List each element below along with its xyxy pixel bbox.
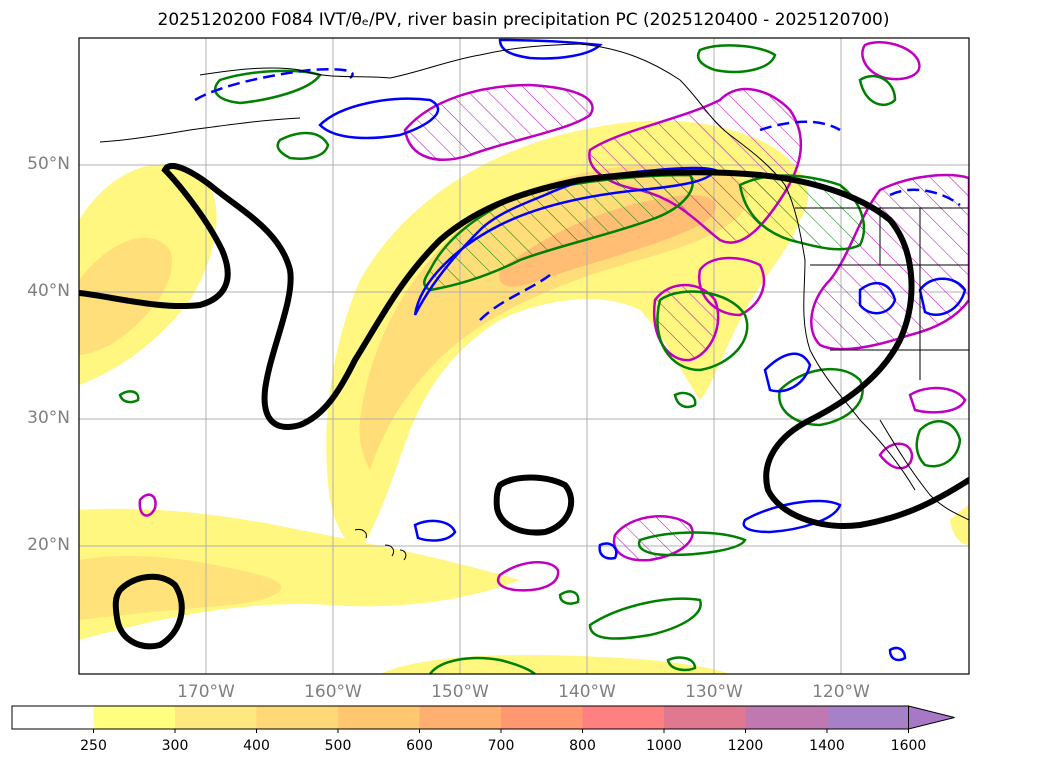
colorbar-tick-label: 700 — [487, 738, 515, 754]
pv-contour-loop-center — [493, 474, 575, 536]
magenta-region-center — [697, 256, 766, 317]
green-contour-north — [214, 69, 322, 105]
colorbar-tick-label: 250 — [80, 738, 107, 754]
blue-contour-ar — [413, 166, 717, 316]
colorbar-segment — [12, 706, 94, 729]
colorbar-segment — [256, 706, 339, 729]
lon-label-170w: 170°W — [177, 682, 235, 702]
blue-contour-dashed-ne — [759, 120, 841, 132]
map-frame — [78, 37, 970, 675]
blue-contour-coast — [763, 352, 812, 393]
lon-label-150w: 150°W — [431, 682, 489, 702]
colorbar-segment — [827, 706, 909, 729]
colorbar — [11, 705, 955, 733]
green-contour-far-e — [696, 44, 777, 74]
colorbar-frame — [11, 705, 909, 730]
green-contour-ne — [858, 74, 897, 106]
green-contour-small-a — [118, 390, 140, 404]
magenta-region-nw — [403, 83, 594, 161]
hawaii-islands — [354, 529, 407, 561]
colorbar-segment — [419, 706, 502, 729]
colorbar-tick-label: 600 — [406, 738, 433, 754]
blue-contour-north — [318, 97, 440, 140]
lon-label-130w: 130°W — [685, 682, 743, 702]
green-contour-pacific — [588, 597, 702, 640]
green-contour-east — [656, 290, 749, 372]
green-contour-se — [915, 420, 962, 468]
coastline — [99, 43, 969, 561]
green-contour-coast-south — [777, 367, 864, 427]
coastline-bc — [729, 134, 806, 261]
theta-e-contours — [118, 44, 962, 674]
magenta-region-tropics — [612, 515, 694, 562]
blue-contour-dashed-mid — [479, 273, 551, 321]
colorbar-segment — [93, 706, 176, 729]
lat-label-20: 20°N — [27, 535, 70, 555]
lat-label-50: 50°N — [27, 154, 70, 174]
coastline-us-west — [803, 259, 916, 491]
pv-contours — [79, 163, 969, 650]
colorbar-segment — [664, 706, 746, 729]
colorbar-segment — [582, 706, 665, 729]
blue-contour-hawaii — [413, 519, 457, 542]
coastline-aleutians — [99, 117, 301, 143]
colorbar-tick-label: 1600 — [890, 738, 927, 754]
blue-contour-southeast — [742, 499, 842, 534]
magenta-ring-se — [878, 442, 914, 470]
colorbar-tick-label: 1200 — [727, 738, 764, 754]
blue-contour-east — [858, 281, 897, 315]
blue-contour-dashed-nw — [194, 68, 354, 102]
colorbar-tick-label: 1400 — [809, 738, 845, 754]
lon-label-140w: 140°W — [558, 682, 616, 702]
blue-contours — [194, 38, 967, 662]
green-contour-nw — [276, 131, 330, 160]
lon-label-120w: 120°W — [812, 682, 870, 702]
green-contour-coast — [738, 174, 866, 251]
blue-contour-bottom-e — [888, 646, 907, 662]
colorbar-tick-label: 1000 — [646, 738, 682, 754]
map-layers — [79, 38, 969, 674]
colorbar-segment — [501, 706, 583, 729]
blue-contour-tropic-west — [598, 542, 618, 560]
colorbar-segment — [338, 706, 420, 729]
border-states — [810, 208, 969, 380]
colorbar-extend-arrow — [908, 705, 955, 730]
colorbar-tick-label: 300 — [161, 738, 189, 754]
ivt-plume-west-core — [79, 237, 172, 355]
magenta-ring-south — [496, 560, 560, 592]
pv-hatched-regions — [138, 41, 969, 592]
pv-contour-loop-sw — [112, 573, 185, 650]
green-contour-small-d — [666, 656, 697, 672]
green-contour-small-c — [558, 590, 580, 605]
ivt-east-coast — [950, 505, 969, 545]
ivt-river-core — [499, 195, 717, 287]
lon-label-160w: 160°W — [304, 682, 362, 702]
coastline-alaska — [199, 43, 731, 136]
blue-contour-far-ne — [918, 277, 967, 316]
magenta-ring-ne — [861, 41, 921, 81]
magenta-ring-small — [138, 493, 157, 517]
colorbar-tick-label: 500 — [324, 738, 352, 754]
colorbar-tick-label: 400 — [243, 738, 270, 754]
colorbar-segment — [175, 706, 257, 729]
coastline-baja — [879, 419, 969, 521]
colorbar-tick-label: 800 — [569, 738, 596, 754]
pv-contour-main — [79, 163, 969, 529]
green-contour-bottom — [428, 656, 536, 674]
colorbar-segment — [745, 706, 828, 729]
lat-label-30: 30°N — [27, 408, 70, 428]
magenta-ring-east — [908, 386, 967, 414]
blue-contour-nw-arc — [498, 38, 603, 60]
green-contour-small-b — [673, 391, 697, 409]
green-contour-tropics — [637, 531, 747, 557]
lat-label-40: 40°N — [27, 281, 70, 301]
map-title: 2025120200 F084 IVT/θₑ/PV, river basin p… — [157, 10, 890, 30]
blue-contour-dashed-e — [889, 188, 961, 207]
